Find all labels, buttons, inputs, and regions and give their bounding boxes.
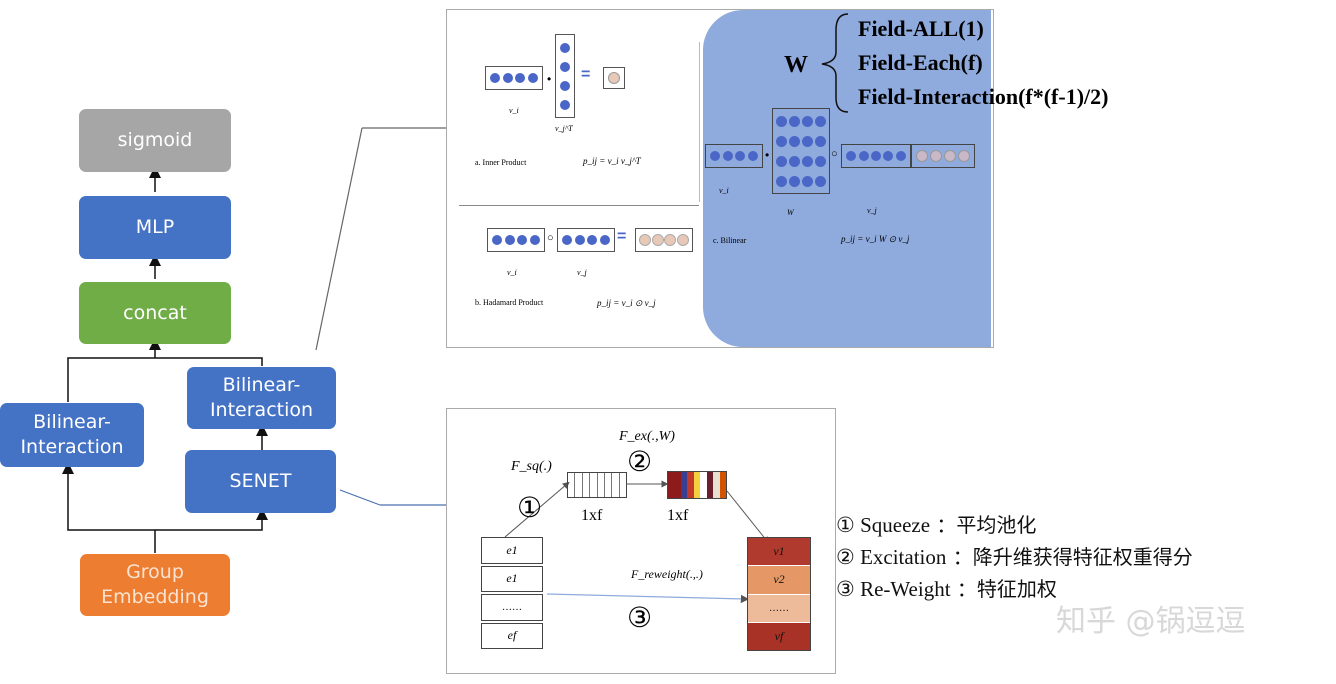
- formula-bilinear: p_ij = v_i W ⊙ v_j: [841, 234, 910, 244]
- vector-vi-inner: [485, 66, 543, 90]
- embedding-cell: ……: [481, 594, 543, 621]
- watermark: 知乎 @锅逗逗: [1056, 604, 1246, 639]
- label-w-bilinear: W: [787, 208, 794, 217]
- circle-1-icon: ①: [517, 493, 543, 524]
- label-freweight: F_reweight(.,.): [631, 567, 703, 581]
- bilinear-right-label: Bilinear- Interaction: [209, 374, 314, 421]
- excitation-vector: [667, 471, 727, 499]
- mlp-label: MLP: [135, 216, 175, 239]
- label-dim2: 1xf: [667, 507, 689, 524]
- group-embedding-label: Group Embedding: [101, 561, 209, 608]
- label-vi-hadamard: v_i: [507, 268, 517, 277]
- bilinear-left-label: Bilinear- Interaction: [20, 411, 124, 458]
- formula-hadamard-product: p_ij = v_i ⊙ v_j: [597, 298, 656, 308]
- label-fex: F_ex(.,W): [619, 429, 675, 444]
- reweighted-column: v1 v2 …… vf: [747, 537, 811, 651]
- callout-line-bilinear: [315, 127, 363, 351]
- caption-hadamard-product: b. Hadamard Product: [475, 298, 544, 307]
- bilinear-interaction-left-box: Bilinear- Interaction: [0, 403, 144, 467]
- senet-label: SENET: [229, 470, 292, 493]
- caption-inner-product: a. Inner Product: [475, 158, 527, 167]
- w-label: W: [784, 52, 808, 78]
- label-vi-bilinear: v_i: [719, 186, 729, 195]
- reweighted-cell: v2: [748, 566, 810, 594]
- field-type-each: Field-Each(f): [858, 50, 983, 75]
- vector-vj-bilinear: [841, 144, 911, 168]
- group-embedding-box: Group Embedding: [80, 554, 230, 616]
- reweighted-cell: v1: [748, 538, 810, 566]
- sigmoid-label: sigmoid: [117, 129, 193, 152]
- embedding-cell: e1: [481, 565, 543, 592]
- circle-2-icon: ②: [627, 447, 653, 478]
- bilinear-interaction-right-box: Bilinear- Interaction: [187, 367, 336, 429]
- reweighted-cell: vf: [748, 622, 810, 650]
- embedding-cell: ef: [481, 622, 543, 649]
- field-type-all: Field-ALL(1): [858, 16, 984, 41]
- arrow-embed-to-senet: [155, 508, 268, 531]
- concat-label: concat: [123, 301, 187, 324]
- label-vj-hadamard: v_j: [577, 268, 587, 277]
- legend-item-excitation: ② Excitation ：降升维获得特征权重得分: [836, 545, 1193, 569]
- embedding-cell: e1: [481, 537, 543, 564]
- vector-vi-hadamard: [487, 228, 545, 252]
- vector-vj-hadamard: [557, 228, 615, 252]
- matrix-w: [772, 108, 830, 194]
- senet-detail-panel: F_sq(.) F_ex(.,W) 1xf 1xf ① ② ③ F_reweig…: [446, 408, 836, 674]
- circle-3-icon: ③: [627, 603, 653, 634]
- mlp-box: MLP: [79, 196, 231, 259]
- vector-hadamard-output: [635, 228, 693, 252]
- reweighted-cell: ……: [748, 594, 810, 622]
- merge-line: [67, 357, 263, 402]
- senet-arrows: [504, 480, 770, 604]
- vector-bilinear-output: [911, 144, 975, 168]
- label-fsq: F_sq(.): [511, 459, 552, 474]
- label-vj-inner: v_j^T: [555, 124, 573, 133]
- concat-box: concat: [79, 282, 231, 344]
- legend-item-reweight: ③ Re-Weight ：特征加权: [836, 577, 1057, 601]
- legend-item-squeeze: ① Squeeze ：平均池化: [836, 513, 1037, 537]
- callout-line-senet: [339, 489, 381, 506]
- label-dim1: 1xf: [581, 507, 603, 524]
- label-vj-bilinear: v_j: [867, 206, 877, 215]
- squeeze-vector: [567, 472, 627, 498]
- caption-bilinear: c. Bilinear: [713, 236, 747, 245]
- label-vi-inner: v_i: [509, 106, 519, 115]
- field-type-interaction: Field-Interaction(f*(f-1)/2): [858, 84, 1109, 109]
- embedding-column: e1 e1 …… ef: [481, 537, 543, 649]
- vector-vi-bilinear: [705, 144, 763, 168]
- scalar-output: [603, 67, 625, 89]
- sigmoid-box: sigmoid: [79, 109, 231, 172]
- senet-box: SENET: [185, 450, 336, 513]
- arrow-embed-to-bilinear-left: [62, 462, 156, 553]
- formula-inner-product: p_ij = v_i v_j^T: [583, 156, 641, 166]
- vector-vj-inner: [555, 34, 575, 118]
